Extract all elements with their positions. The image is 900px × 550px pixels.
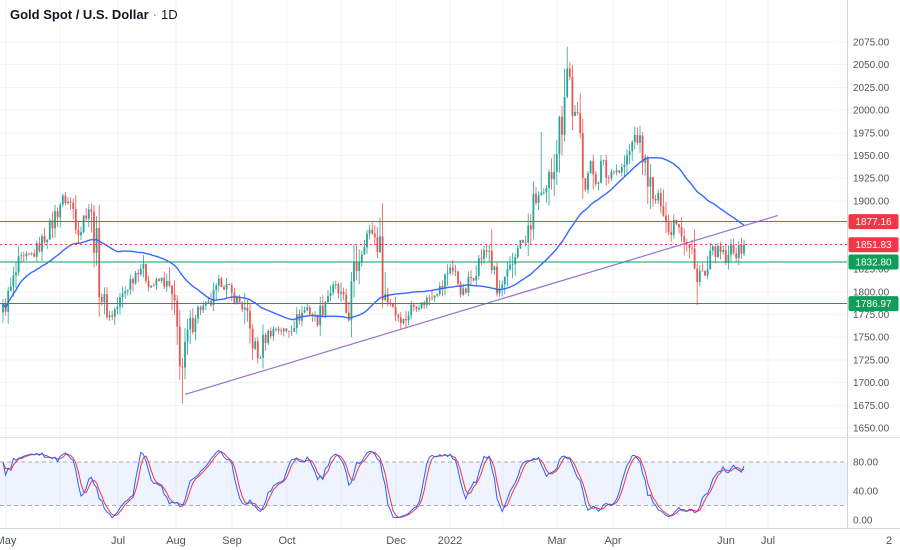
svg-text:1877.16: 1877.16 <box>855 217 892 228</box>
level-price-badge[interactable]: 1877.16 <box>848 214 899 230</box>
stochastic-pane[interactable] <box>0 449 847 519</box>
svg-text:1975.00: 1975.00 <box>853 128 890 139</box>
stochastic-k-line[interactable] <box>2 449 745 519</box>
svg-text:1900.00: 1900.00 <box>853 196 890 207</box>
svg-text:Jul: Jul <box>111 535 125 547</box>
svg-text:1786.97: 1786.97 <box>855 299 892 310</box>
svg-text:2050.00: 2050.00 <box>853 60 890 71</box>
svg-text:May: May <box>0 535 17 547</box>
svg-text:2025.00: 2025.00 <box>853 83 890 94</box>
svg-text:1700.00: 1700.00 <box>853 378 890 389</box>
svg-text:1650.00: 1650.00 <box>853 424 890 435</box>
stochastic-band <box>0 462 847 506</box>
svg-text:1775.00: 1775.00 <box>853 310 890 321</box>
last-price-badge[interactable]: 1851.83 <box>848 237 899 253</box>
symbol-name[interactable]: Gold Spot / U.S. Dollar <box>10 7 149 22</box>
title-separator: · <box>152 7 158 22</box>
svg-text:1851.83: 1851.83 <box>855 240 892 251</box>
svg-text:2000.00: 2000.00 <box>853 106 890 117</box>
svg-text:Apr: Apr <box>604 535 621 547</box>
svg-text:Jul: Jul <box>761 535 775 547</box>
price-axis[interactable]: 2075.00 2050.00 2025.00 2000.00 1975.00 1950.… <box>847 0 900 550</box>
svg-text:2022: 2022 <box>438 535 462 547</box>
interval-label[interactable]: 1D <box>161 7 178 22</box>
time-axis[interactable]: May Jul Aug Sep Oct Dec 2022 Mar Apr Jun Jul 2 <box>0 535 892 547</box>
svg-text:Dec: Dec <box>386 535 406 547</box>
level-price-badge[interactable]: 1832.80 <box>848 254 899 270</box>
svg-text:1825.00: 1825.00 <box>853 265 890 276</box>
price-level-lines[interactable] <box>0 221 847 305</box>
svg-text:2: 2 <box>886 535 892 547</box>
svg-text:1925.00: 1925.00 <box>853 174 890 185</box>
svg-text:Oct: Oct <box>278 535 295 547</box>
svg-text:40.00: 40.00 <box>853 487 878 498</box>
trendline[interactable] <box>184 214 779 395</box>
svg-text:1750.00: 1750.00 <box>853 333 890 344</box>
svg-text:Jun: Jun <box>717 535 735 547</box>
svg-text:Sep: Sep <box>222 535 242 547</box>
svg-text:1832.80: 1832.80 <box>855 257 892 268</box>
chart-header: Gold Spot / U.S. Dollar · 1D <box>10 7 178 22</box>
svg-text:Mar: Mar <box>548 535 567 547</box>
grid <box>0 0 847 528</box>
level-price-badge[interactable]: 1786.97 <box>848 296 899 312</box>
svg-text:80.00: 80.00 <box>853 458 878 469</box>
svg-text:1800.00: 1800.00 <box>853 287 890 298</box>
stochastic-d-line[interactable] <box>2 451 745 518</box>
svg-text:1950.00: 1950.00 <box>853 151 890 162</box>
svg-text:1675.00: 1675.00 <box>853 401 890 412</box>
svg-text:1725.00: 1725.00 <box>853 355 890 366</box>
svg-text:Aug: Aug <box>166 535 186 547</box>
svg-text:2075.00: 2075.00 <box>853 38 890 49</box>
svg-text:0.00: 0.00 <box>853 516 873 527</box>
